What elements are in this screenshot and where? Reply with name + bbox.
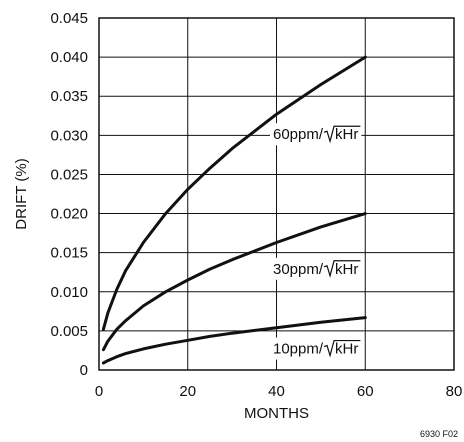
y-tick-labels: 0 0.005 0.010 0.015 0.020 0.025 0.030 0.035 0.04… [50, 10, 88, 379]
label-background [270, 257, 362, 280]
y-tick-label: 0.005 [50, 323, 88, 340]
curve-label-rate: 30ppm/ [273, 261, 324, 278]
x-tick-labels: 0 20 40 60 80 [95, 383, 463, 400]
curve-label-unit: kHr [335, 126, 358, 143]
curve-label-unit: kHr [335, 261, 358, 278]
x-tick-label: 20 [179, 383, 196, 400]
y-tick-label: 0.030 [50, 127, 88, 144]
sqrt-symbol [323, 260, 361, 278]
x-tick-label: 40 [268, 383, 285, 400]
y-tick-label: 0.040 [50, 49, 88, 66]
curve-label: 10ppm/kHr [270, 337, 362, 360]
sqrt-symbol [323, 339, 361, 358]
y-tick-label: 0.045 [50, 10, 88, 27]
label-background [270, 123, 362, 146]
curve-label-rate: 60ppm/ [273, 126, 324, 143]
x-axis-title: MONTHS [244, 405, 309, 422]
curve-label: 30ppm/kHr [270, 257, 362, 280]
curve-label-rate: 10ppm/ [273, 341, 324, 358]
grid-lines [98, 17, 455, 371]
figure-id: 6930 F02 [420, 429, 458, 439]
y-tick-label: 0.035 [50, 88, 88, 105]
series-line [101, 212, 367, 352]
series-line [101, 316, 367, 365]
y-tick-label: 0 [80, 362, 88, 379]
x-tick-label: 60 [357, 383, 374, 400]
x-tick-label: 0 [95, 383, 103, 400]
curve-label-unit: kHr [335, 341, 358, 358]
sqrt-symbol [323, 125, 361, 144]
y-tick-label: 0.020 [50, 206, 88, 223]
plot-frame [98, 17, 455, 371]
label-background [270, 337, 362, 360]
series-line [101, 55, 367, 331]
y-tick-label: 0.015 [50, 245, 88, 262]
y-axis-title: DRIFT (%) [13, 158, 30, 229]
x-tick-label: 80 [446, 383, 463, 400]
curve-label: 60ppm/kHr [270, 123, 362, 146]
curves [101, 55, 367, 365]
y-tick-label: 0.025 [50, 166, 88, 183]
y-tick-label: 0.010 [50, 284, 88, 301]
